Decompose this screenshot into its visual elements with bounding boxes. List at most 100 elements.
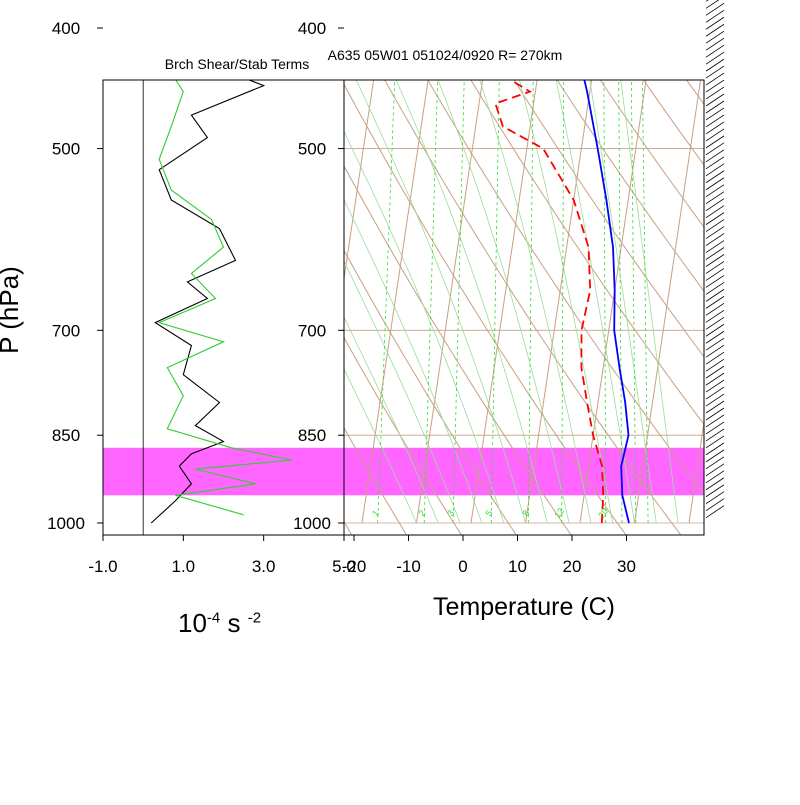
left-pressure-tick-labels: 1502002503004005007008501000 bbox=[47, 0, 85, 533]
wind-barb bbox=[706, 422, 724, 434]
wind-barb bbox=[706, 143, 724, 155]
mixing-ratio-bottom-label: 12 bbox=[552, 506, 566, 520]
wind-barb bbox=[706, 492, 724, 504]
wind-barb bbox=[706, 87, 724, 99]
wind-barb bbox=[706, 268, 724, 280]
wind-barb bbox=[706, 366, 724, 378]
wind-barb bbox=[706, 45, 724, 57]
wind-barb bbox=[706, 3, 724, 15]
right-pressure-label: 400 bbox=[298, 19, 326, 38]
wind-barb bbox=[706, 241, 724, 253]
mixing-ratio-line bbox=[602, 0, 606, 523]
left-x-axis-unit-label: 10-4 s -2 bbox=[178, 608, 261, 639]
temperature-tick-label: 10 bbox=[508, 557, 527, 576]
unit-seconds: s bbox=[220, 608, 247, 638]
wind-barb bbox=[706, 436, 724, 448]
temperature-axis-label: Temperature (C) bbox=[433, 593, 615, 621]
left-pressure-label: 400 bbox=[52, 19, 80, 38]
wind-barb bbox=[706, 282, 724, 294]
wind-barb bbox=[706, 415, 724, 427]
wind-barb bbox=[706, 450, 724, 462]
wind-barb bbox=[706, 248, 724, 260]
temperature-tick-label: -20 bbox=[342, 557, 367, 576]
dry-adiabat-line bbox=[783, 0, 800, 549]
wind-barb bbox=[706, 499, 724, 511]
wind-barb bbox=[706, 122, 724, 134]
wind-barb bbox=[706, 192, 724, 204]
wind-barb bbox=[706, 206, 724, 218]
mixing-ratio-line bbox=[453, 0, 475, 523]
sounding-dewpoint bbox=[218, 0, 603, 523]
wind-barb bbox=[706, 10, 724, 22]
right-pressure-label: 850 bbox=[298, 426, 326, 445]
right-pressure-label: 500 bbox=[298, 140, 326, 159]
isotherm-line bbox=[253, 0, 406, 523]
wind-barb bbox=[706, 24, 724, 36]
wind-barb bbox=[706, 457, 724, 469]
unit-exponent-1: -4 bbox=[207, 609, 220, 626]
moist-adiabat-line bbox=[184, 0, 569, 523]
wind-barb bbox=[706, 401, 724, 413]
wind-barb bbox=[706, 352, 724, 364]
wind-barb bbox=[706, 506, 724, 518]
wind-barb bbox=[706, 164, 724, 176]
left-pressure-label: 500 bbox=[52, 140, 80, 159]
wind-barb bbox=[706, 129, 724, 141]
wind-barb bbox=[706, 108, 724, 120]
mixing-ratio-line bbox=[491, 0, 507, 523]
wind-barb bbox=[706, 178, 724, 190]
wind-barb bbox=[706, 80, 724, 92]
wind-barb bbox=[706, 157, 724, 169]
temperature-tick-label: 0 bbox=[458, 557, 467, 576]
isotherm-line bbox=[580, 0, 733, 523]
wind-barb bbox=[706, 289, 724, 301]
wind-barb bbox=[706, 171, 724, 183]
wind-barb bbox=[706, 408, 724, 420]
wind-barb bbox=[706, 234, 724, 246]
right-panel-title: A635 05W01 051024/0920 R= 270km bbox=[328, 47, 563, 63]
wind-barb bbox=[706, 213, 724, 225]
mixing-ratio-bottom-label: 8 bbox=[520, 508, 531, 518]
wind-barb bbox=[706, 478, 724, 490]
dry-adiabat-line bbox=[719, 0, 800, 549]
wind-barb bbox=[706, 317, 724, 329]
wind-barb bbox=[706, 199, 724, 211]
unit-exponent-2: -2 bbox=[248, 609, 261, 626]
wind-barb bbox=[706, 429, 724, 441]
wind-barbs bbox=[706, 0, 724, 518]
y-axis-label: P (hPa) bbox=[0, 266, 24, 354]
wind-barb bbox=[706, 345, 724, 357]
wind-barb bbox=[706, 464, 724, 476]
wind-barb bbox=[706, 31, 724, 43]
moist-adiabat-line bbox=[28, 0, 461, 523]
wind-barb bbox=[706, 59, 724, 71]
left-x-tick-label: 1.0 bbox=[172, 557, 196, 576]
isotherm-line bbox=[471, 0, 624, 523]
right-pressure-label: 1000 bbox=[293, 514, 331, 533]
wind-barb bbox=[706, 338, 724, 350]
temperature-tick-label: 30 bbox=[617, 557, 636, 576]
left-pressure-label: 700 bbox=[52, 321, 80, 340]
moist-adiabat-line bbox=[374, 0, 635, 523]
wind-barb bbox=[706, 94, 724, 106]
wind-barb bbox=[706, 52, 724, 64]
mixing-ratio-bottom-label: 5 bbox=[483, 508, 494, 518]
wind-barb bbox=[706, 380, 724, 392]
wind-barb bbox=[706, 485, 724, 497]
wind-barb bbox=[706, 275, 724, 287]
wind-barb bbox=[706, 296, 724, 308]
wind-barb bbox=[706, 101, 724, 113]
moist-adiabat-line bbox=[525, 0, 678, 523]
wind-barb bbox=[706, 324, 724, 336]
wind-barb bbox=[706, 471, 724, 483]
wind-barb bbox=[706, 303, 724, 315]
unit-base: 10 bbox=[178, 608, 207, 638]
wind-barb bbox=[706, 394, 724, 406]
sounding-profiles bbox=[218, 0, 629, 523]
wind-barb bbox=[706, 73, 724, 85]
wind-barb bbox=[706, 0, 724, 8]
isotherm-line bbox=[744, 0, 800, 523]
